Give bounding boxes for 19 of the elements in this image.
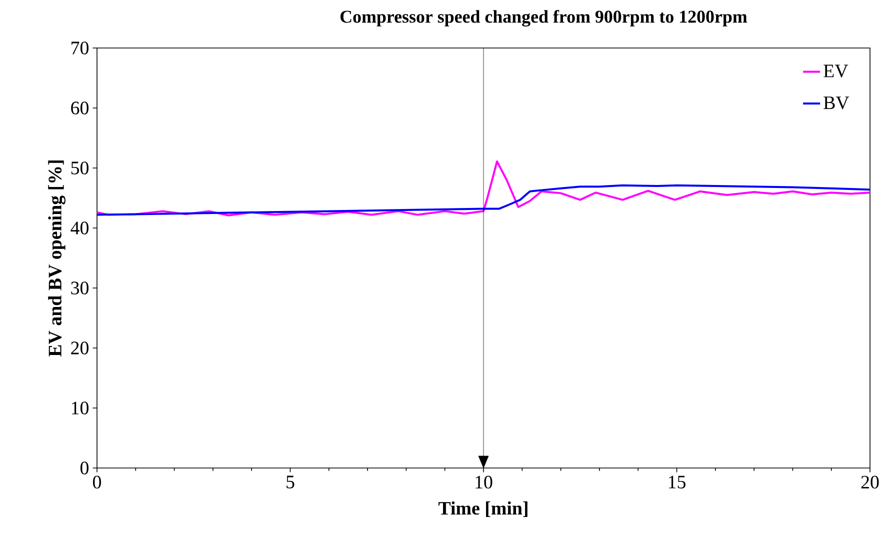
y-tick-label: 20 bbox=[71, 342, 88, 354]
line-series bbox=[96, 160, 872, 216]
x-tick-label: 10 bbox=[476, 476, 492, 489]
y-tick-label: 50 bbox=[71, 162, 88, 174]
y-tick-label: 60 bbox=[71, 102, 88, 114]
y-axis-title: EV and BV opening [%] bbox=[48, 160, 66, 357]
y-tick-label: 70 bbox=[72, 42, 88, 54]
chart-title: Compressor speed changed from 900rpm to 1200rpm bbox=[340, 10, 748, 27]
y-tick-label: 30 bbox=[71, 282, 88, 294]
y-tick-label: 10 bbox=[72, 402, 88, 414]
x-axis-title: Time [min] bbox=[438, 501, 528, 518]
legend-label: EV bbox=[824, 64, 848, 78]
x-tick-label: 20 bbox=[861, 476, 879, 489]
x-tick-label: 0 bbox=[92, 476, 101, 489]
x-tick-label: 5 bbox=[286, 476, 294, 488]
y-tick-label: 40 bbox=[70, 222, 88, 234]
x-tick-label: 15 bbox=[668, 476, 686, 488]
legend-label: BV bbox=[824, 96, 850, 110]
y-tick-label: 0 bbox=[80, 462, 88, 474]
